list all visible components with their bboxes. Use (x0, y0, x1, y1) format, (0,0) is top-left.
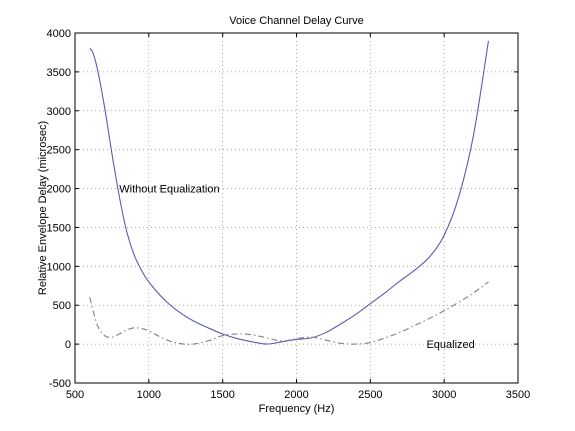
y-tick-label: 1500 (47, 222, 71, 234)
x-tick-label: 1000 (137, 389, 161, 401)
y-tick-label: 500 (53, 300, 71, 312)
y-tick-label: 0 (65, 339, 71, 351)
x-tick-label: 3000 (432, 389, 456, 401)
y-tick-label: 4000 (47, 28, 71, 40)
y-tick-label: 3500 (47, 67, 71, 79)
y-tick-label: -500 (49, 378, 71, 390)
annotations: Without Equalization Equalized (119, 184, 474, 352)
y-axis-title: Relative Envelope Delay (microsec) (37, 121, 49, 295)
chart-title: Voice Channel Delay Curve (229, 15, 364, 27)
series-line-equalized (89, 281, 489, 345)
annotation-label: Equalized (426, 339, 474, 351)
x-tick-label: 1500 (210, 389, 234, 401)
series-line-without-equalization (89, 40, 490, 345)
x-axis-title: Frequency (Hz) (259, 403, 335, 415)
y-tick-label: 2500 (47, 145, 71, 157)
y-tick-label: 3000 (47, 106, 71, 118)
y-tick-label: 1000 (47, 261, 71, 273)
x-tick-label: 2500 (358, 389, 382, 401)
x-tick-label: 500 (66, 389, 84, 401)
annotation-label: Without Equalization (119, 184, 219, 196)
series-layer (89, 40, 490, 345)
y-tick-label: 2000 (47, 184, 71, 196)
ticks: 500 1000 1500 2000 2500 3000 3500 -500 0 500 1000 1… (47, 28, 531, 401)
x-tick-label: 2000 (284, 389, 308, 401)
x-tick-label: 3500 (506, 389, 530, 401)
